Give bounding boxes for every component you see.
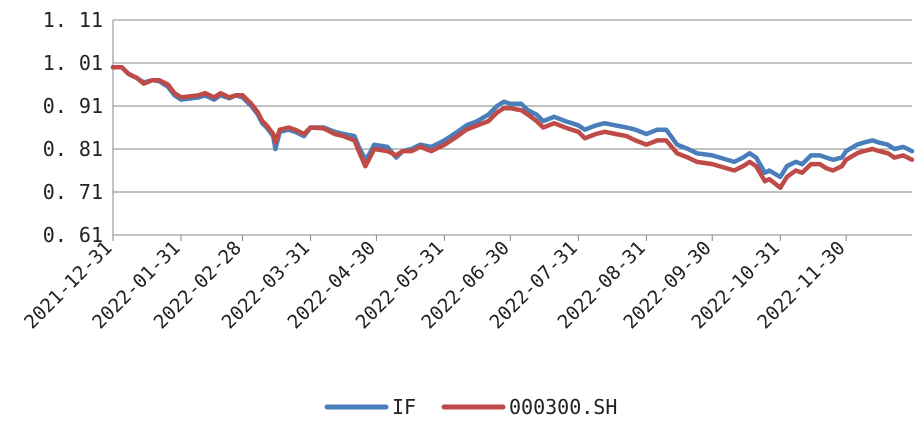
y-tick-label: 0. 81 (43, 137, 103, 161)
legend: IF 000300.SH (324, 395, 617, 419)
axes (112, 20, 912, 236)
series-line-if (110, 65, 915, 180)
legend-label: 000300.SH (509, 395, 617, 419)
y-tick-label: 0. 71 (43, 180, 103, 204)
y-tick-label: 1. 01 (43, 51, 103, 75)
y-tick-label: 0. 91 (43, 94, 103, 118)
x-tick-labels: 2021-12-312022-01-312022-02-282022-03-31… (20, 235, 850, 333)
y-tick-labels: 0. 61 0. 71 0. 81 0. 91 1. 01 1. 11 (43, 8, 103, 247)
series-line-000300-sh (110, 65, 915, 190)
legend-label: IF (392, 395, 416, 419)
series-lines (110, 65, 915, 190)
y-tick-label: 1. 11 (43, 8, 103, 32)
y-tick-label: 0. 61 (43, 223, 103, 247)
